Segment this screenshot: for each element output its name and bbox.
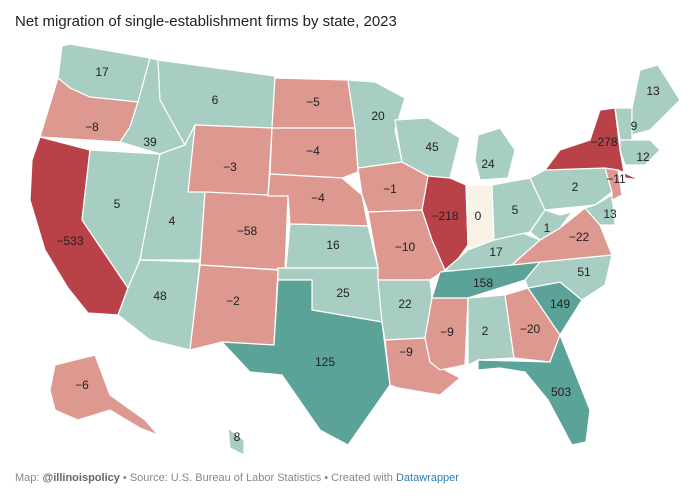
state-value-label: −6 <box>75 378 89 392</box>
state-value-label: 2 <box>572 180 579 194</box>
state-value-label: 48 <box>153 289 167 303</box>
state-value-label: −2 <box>226 294 240 308</box>
state-AZ[interactable] <box>117 259 201 351</box>
state-value-label: 22 <box>398 297 412 311</box>
state-value-label: −11 <box>606 172 626 186</box>
state-MA[interactable] <box>619 139 661 166</box>
state-value-label: 9 <box>631 119 638 133</box>
state-value-label: 45 <box>425 140 439 154</box>
state-ME[interactable] <box>631 64 681 136</box>
state-MD[interactable] <box>571 194 616 226</box>
state-value-label: −4 <box>311 191 325 205</box>
state-value-label: 51 <box>577 265 591 279</box>
state-value-label: 16 <box>326 238 340 252</box>
state-value-label: −20 <box>520 322 541 336</box>
state-value-label: 2 <box>482 324 489 338</box>
state-value-label: 4 <box>169 214 176 228</box>
state-AK[interactable] <box>49 354 159 436</box>
state-value-label: 1 <box>544 221 551 235</box>
datawrapper-link[interactable]: Datawrapper <box>395 472 459 484</box>
state-value-label: −5 <box>306 95 320 109</box>
state-value-label: 158 <box>473 276 493 290</box>
state-value-label: −3 <box>223 160 237 174</box>
state-value-label: −218 <box>431 209 458 223</box>
map-credit: Map: @illinoispolicy • Source: U.S. Bure… <box>15 472 459 484</box>
state-value-label: 24 <box>481 157 495 171</box>
state-value-label: 5 <box>114 197 121 211</box>
map-title: Net migration of single-establishment fi… <box>15 13 397 30</box>
state-MN[interactable] <box>347 79 406 169</box>
state-value-label: 6 <box>212 93 219 107</box>
state-value-label: 125 <box>315 355 335 369</box>
state-value-label: 503 <box>551 385 571 399</box>
state-AL[interactable] <box>467 294 515 366</box>
state-value-label: −9 <box>399 345 413 359</box>
state-value-label: 17 <box>95 65 109 79</box>
state-value-label: 25 <box>336 286 350 300</box>
state-value-label: −4 <box>306 144 320 158</box>
state-value-label: 13 <box>646 84 660 98</box>
state-value-label: 13 <box>603 207 617 221</box>
state-value-label: 39 <box>143 135 157 149</box>
state-value-label: −22 <box>569 230 590 244</box>
state-TX[interactable] <box>220 279 391 446</box>
state-MI[interactable] <box>474 127 516 181</box>
state-value-label: −58 <box>237 224 258 238</box>
state-value-label: 17 <box>489 245 503 259</box>
state-value-label: 5 <box>512 203 519 217</box>
state-value-label: −8 <box>85 120 99 134</box>
state-HI[interactable] <box>227 426 245 456</box>
state-value-label: 0 <box>475 209 482 223</box>
credit-source: • Source: U.S. Bureau of Labor Statistic… <box>119 472 396 484</box>
state-value-label: −278 <box>590 135 617 149</box>
state-value-label: −533 <box>56 234 83 248</box>
state-value-label: 8 <box>234 430 241 444</box>
credit-author[interactable]: @illinoispolicy <box>42 472 120 484</box>
state-value-label: 20 <box>371 109 385 123</box>
state-value-label: −9 <box>440 325 454 339</box>
state-SD[interactable] <box>269 127 359 179</box>
state-value-label: 12 <box>636 150 650 164</box>
state-FL[interactable] <box>477 333 591 446</box>
state-value-label: −1 <box>383 182 397 196</box>
state-value-label: −10 <box>395 240 416 254</box>
state-value-label: 149 <box>550 297 570 311</box>
credit-prefix: Map: <box>15 472 43 484</box>
